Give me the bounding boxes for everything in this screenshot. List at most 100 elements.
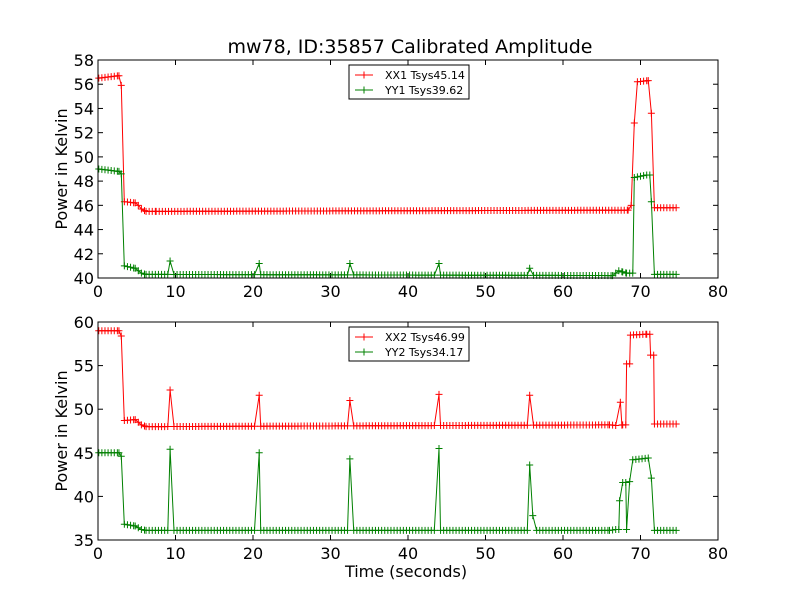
data-point (615, 267, 623, 275)
data-point (251, 526, 259, 534)
data-point (120, 262, 128, 270)
data-point (619, 268, 627, 276)
data-point (115, 72, 123, 80)
data-point (526, 391, 534, 399)
x-tick-label: 70 (630, 282, 650, 301)
data-point (255, 391, 263, 399)
data-point (626, 478, 634, 486)
series-markers-2 (95, 165, 680, 280)
data-point (623, 526, 631, 534)
data-point (430, 422, 438, 430)
data-point (529, 512, 537, 520)
data-point (435, 444, 443, 452)
x-tick-label: 20 (243, 282, 263, 301)
data-point (137, 205, 145, 213)
data-point (630, 119, 638, 127)
data-point (134, 524, 142, 532)
x-tick-label: 40 (398, 282, 418, 301)
data-point (164, 423, 172, 431)
y-tick-label: 40 (74, 487, 94, 506)
axes-frame (97, 321, 719, 541)
y-tick-label: 44 (74, 221, 94, 240)
data-point (526, 461, 534, 469)
legend-label: YY1 Tsys39.62 (384, 84, 463, 97)
data-point (616, 497, 624, 505)
axes-frame (97, 59, 719, 279)
data-point (346, 259, 354, 267)
x-tick-label: 80 (708, 282, 728, 301)
y-tick-label: 46 (74, 196, 94, 215)
data-point (344, 526, 352, 534)
y-tick-label: 42 (74, 245, 94, 264)
x-tick-label: 0 (93, 544, 103, 563)
data-point (131, 522, 139, 530)
y-tick-label: 40 (74, 269, 94, 288)
x-tick-label: 50 (475, 544, 495, 563)
data-point (166, 445, 174, 453)
data-point (166, 257, 174, 265)
data-point (435, 390, 443, 398)
data-point (127, 263, 135, 271)
data-point (123, 263, 131, 271)
data-point (672, 526, 680, 534)
data-point (646, 171, 654, 179)
legend-marker (360, 71, 368, 79)
data-point (255, 259, 263, 267)
data-point (251, 271, 259, 279)
top-panel: 0 10 20 30 40 50 60 70 80 40 42 44 46 48 50 52 54 56 58 XX1… (52, 51, 728, 301)
x-tick-label: 60 (553, 282, 573, 301)
data-point (523, 421, 531, 429)
y-tick-label: 35 (74, 531, 94, 550)
x-axis-label: Time (seconds) (344, 562, 467, 581)
y-tick-label: 50 (74, 148, 94, 167)
data-point (647, 474, 655, 482)
x-tick-label: 80 (708, 544, 728, 563)
y-tick-label: 56 (74, 75, 94, 94)
legend-box (348, 326, 470, 362)
y-tick-label: 58 (74, 51, 94, 70)
data-point (141, 422, 148, 430)
legend-marker (360, 348, 368, 356)
x-tick-label: 20 (243, 544, 263, 563)
y-tick-label: 50 (74, 400, 94, 419)
data-point (644, 454, 652, 462)
data-point (137, 421, 145, 429)
data-point (117, 170, 125, 178)
x-tick-label: 30 (320, 544, 340, 563)
data-point (141, 207, 148, 215)
y-tick-label: 55 (74, 357, 94, 376)
bottom-panel: 0 10 20 30 40 50 60 70 80 35 40 45 50 55 60 XX2 Tsys46.… (52, 313, 728, 581)
legend-label: YY2 Tsys34.17 (384, 346, 463, 359)
data-point (615, 526, 623, 534)
legend-marker (360, 333, 368, 341)
y-tick-label: 54 (74, 99, 94, 118)
data-point (526, 264, 534, 272)
data-point (629, 269, 637, 277)
data-point (166, 386, 174, 394)
data-point (117, 81, 125, 89)
data-point (647, 198, 655, 206)
legend-marker (360, 86, 368, 94)
data-point (523, 526, 531, 534)
y-tick-label: 45 (74, 444, 94, 463)
chart-title: mw78, ID:35857 Calibrated Amplitude (227, 36, 592, 58)
data-point (624, 206, 632, 214)
x-tick-label: 40 (398, 544, 418, 563)
series-markers-1 (95, 72, 680, 215)
data-point (672, 204, 680, 212)
data-point (117, 332, 125, 340)
data-point (344, 271, 352, 279)
series-markers-1 (95, 327, 680, 431)
data-point (137, 269, 145, 277)
data-point (640, 172, 648, 180)
data-point (633, 173, 641, 181)
data-point (430, 271, 438, 279)
x-tick-label: 70 (630, 544, 650, 563)
legend-label: XX2 Tsys46.99 (385, 331, 465, 344)
data-point (646, 330, 654, 338)
data-point (622, 421, 630, 429)
data-point (672, 270, 680, 278)
x-tick-label: 60 (553, 544, 573, 563)
x-tick-label: 10 (165, 544, 185, 563)
